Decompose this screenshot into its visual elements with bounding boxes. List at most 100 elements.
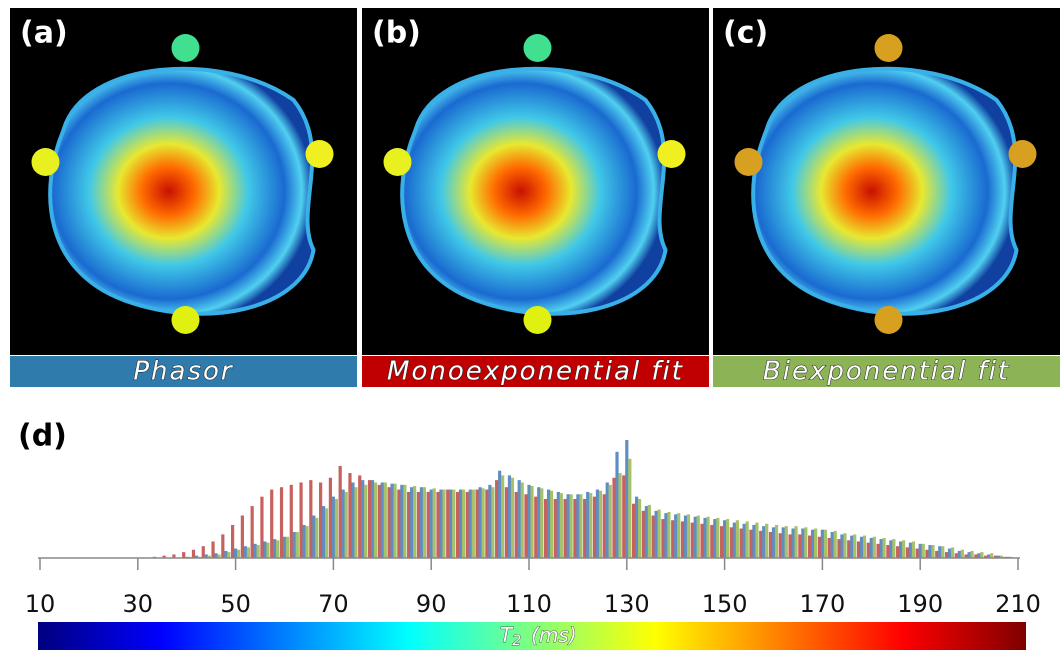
bar [680, 521, 685, 558]
bar [830, 532, 834, 558]
bar [331, 496, 335, 558]
bar [224, 550, 228, 558]
tissue [400, 66, 668, 316]
bar [716, 517, 720, 558]
bar [710, 524, 714, 558]
panel-label: (d) [18, 419, 67, 454]
bar [987, 554, 991, 558]
bar [615, 451, 619, 558]
bar [618, 473, 622, 558]
x-tick-label: 110 [506, 590, 552, 618]
bar [817, 536, 821, 558]
x-tick-label: 170 [799, 590, 845, 618]
x-tick-label: 190 [897, 590, 943, 618]
bar [439, 489, 443, 558]
panel-label: (c) [723, 16, 768, 51]
bar [250, 506, 254, 558]
bar [866, 542, 870, 558]
bar [566, 494, 570, 558]
panel: Monoexponential fit (b) [362, 8, 709, 387]
bar [856, 541, 861, 558]
bar [246, 547, 250, 558]
bar [338, 465, 342, 558]
bar [214, 553, 218, 558]
panels: Phasor (a) Monoexponential fit (b) Biexponen… [10, 8, 1060, 387]
bar [322, 506, 326, 558]
bar [804, 527, 808, 558]
bar [204, 554, 208, 558]
bar [315, 517, 319, 558]
bar [654, 510, 658, 558]
bar [902, 540, 906, 558]
bar [491, 487, 495, 558]
bar [589, 493, 593, 558]
bar [367, 480, 372, 558]
bar [703, 517, 707, 558]
phantom [874, 34, 903, 62]
bar [612, 477, 616, 558]
bar [517, 480, 521, 558]
bar [882, 537, 886, 558]
bar [879, 539, 883, 558]
bar [191, 549, 196, 558]
bar [853, 534, 857, 558]
bar [931, 545, 935, 558]
bar [974, 554, 978, 558]
bar [713, 519, 717, 558]
bar [341, 489, 345, 558]
bar [237, 549, 241, 558]
bar [915, 548, 919, 558]
bar [843, 533, 847, 558]
bar [344, 491, 348, 558]
bar [478, 487, 482, 558]
bar [387, 487, 391, 558]
bar [798, 534, 802, 558]
bar [820, 529, 824, 558]
phantom [31, 148, 60, 176]
bar [647, 504, 651, 558]
bar [941, 546, 945, 558]
bar [631, 503, 636, 558]
bar [762, 526, 766, 558]
bar [471, 489, 475, 558]
bar [400, 484, 404, 558]
bar [745, 521, 749, 558]
bar [266, 542, 270, 558]
bar [285, 536, 290, 558]
bar [299, 482, 303, 558]
bar [559, 493, 563, 558]
bar [377, 484, 381, 558]
bar [977, 553, 981, 558]
bar [921, 543, 925, 558]
bar [723, 520, 727, 558]
bar [928, 545, 932, 558]
bar [458, 489, 463, 558]
bar [896, 546, 900, 558]
bar [270, 489, 274, 558]
x-tick-label: 130 [604, 590, 650, 618]
bar [289, 484, 293, 558]
bar [794, 526, 798, 558]
bar [276, 540, 280, 558]
bar [690, 522, 694, 558]
bar [696, 515, 700, 558]
bar [495, 480, 499, 558]
bar [677, 513, 681, 558]
bar [527, 484, 531, 558]
bar [579, 494, 583, 558]
bar [540, 488, 544, 558]
bar [361, 480, 365, 558]
bar [319, 482, 323, 558]
bar [328, 477, 332, 558]
caption-bar [713, 356, 1060, 387]
bar [475, 489, 479, 558]
bar [201, 546, 205, 558]
bar [194, 555, 199, 558]
caption-bar [10, 356, 357, 387]
bar [309, 480, 313, 558]
bar [667, 511, 671, 558]
bar [243, 546, 247, 558]
bar [256, 545, 260, 558]
bar [432, 488, 436, 558]
